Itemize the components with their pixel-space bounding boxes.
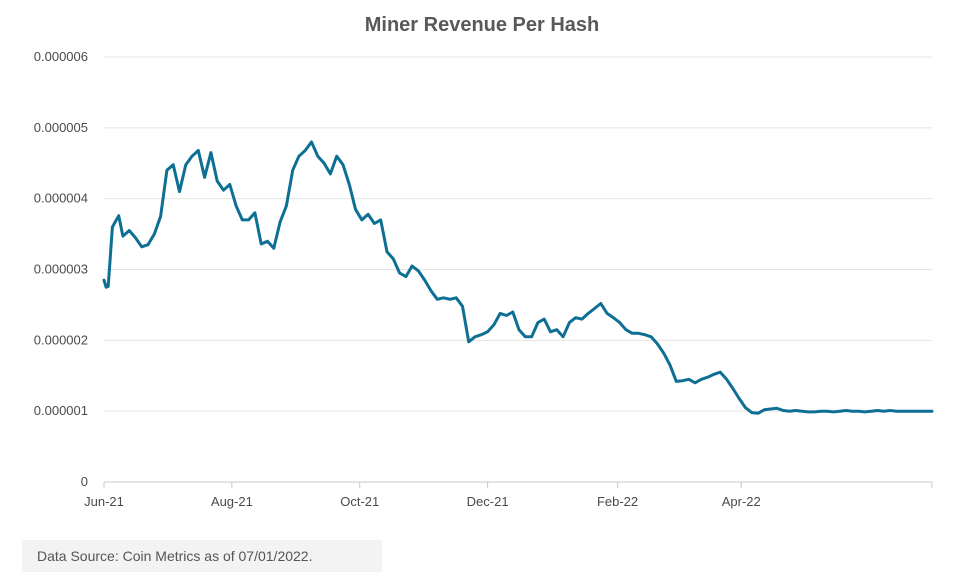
y-tick-label: 0.000001 <box>34 403 88 418</box>
x-tick-label: Jun-21 <box>84 494 124 509</box>
x-tick-label: Apr-22 <box>722 494 761 509</box>
y-tick-label: 0.000002 <box>34 332 88 347</box>
y-tick-label: 0 <box>81 474 88 489</box>
x-tick-label: Dec-21 <box>467 494 509 509</box>
y-tick-label: 0.000003 <box>34 262 88 277</box>
x-tick-label: Aug-21 <box>211 494 253 509</box>
series-group <box>102 140 934 415</box>
chart-title: Miner Revenue Per Hash <box>364 14 600 36</box>
y-tick-label: 0.000004 <box>34 191 88 206</box>
x-tick-label: Feb-22 <box>597 494 638 509</box>
y-tick-label: 0.000006 <box>34 49 88 64</box>
data-source-note: Data Source: Coin Metrics as of 07/01/20… <box>22 540 382 572</box>
data-source-text: Data Source: Coin Metrics as of 07/01/20… <box>37 548 313 564</box>
x-axis: Jun-21 Aug-21 Oct-21 Dec-21 Feb-22 Apr-22 <box>84 481 933 509</box>
y-axis-labels: 0.000006 0.000005 0.000004 0.000003 0.000002… <box>34 49 88 489</box>
y-tick-label: 0.000005 <box>34 120 88 135</box>
series-line <box>102 140 934 415</box>
grid-lines <box>104 56 932 412</box>
x-tick-label: Oct-21 <box>340 494 379 509</box>
